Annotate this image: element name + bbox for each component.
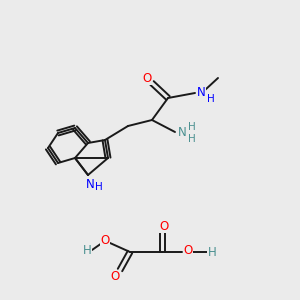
Text: O: O [142,71,152,85]
Text: O: O [100,235,109,248]
Text: H: H [95,182,103,192]
Text: O: O [110,271,120,284]
Text: O: O [183,244,193,256]
Text: H: H [82,244,91,257]
Text: H: H [188,122,196,132]
Text: N: N [85,178,94,190]
Text: H: H [208,247,216,260]
Text: H: H [188,134,196,144]
Text: N: N [196,85,206,98]
Text: H: H [207,94,215,104]
Text: N: N [178,127,186,140]
Text: O: O [159,220,169,232]
